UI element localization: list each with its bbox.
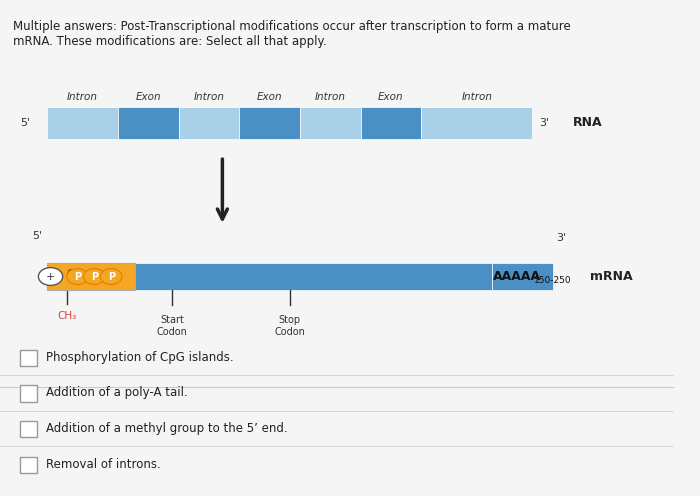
FancyBboxPatch shape: [20, 421, 37, 437]
Text: 150-250: 150-250: [534, 276, 572, 285]
Text: Addition of a methyl group to the 5’ end.: Addition of a methyl group to the 5’ end…: [46, 422, 288, 435]
FancyBboxPatch shape: [421, 107, 533, 139]
Text: Exon: Exon: [378, 92, 404, 102]
FancyBboxPatch shape: [20, 457, 37, 473]
Text: Removal of introns.: Removal of introns.: [46, 458, 160, 471]
FancyBboxPatch shape: [47, 263, 135, 290]
FancyBboxPatch shape: [492, 263, 552, 290]
Text: CH₃: CH₃: [57, 311, 76, 321]
Text: Stop
Codon: Stop Codon: [274, 315, 305, 337]
Text: Multiple answers: Post-Transcriptional modifications occur after transcription t: Multiple answers: Post-Transcriptional m…: [13, 20, 571, 48]
Text: RNA: RNA: [573, 116, 603, 129]
Circle shape: [66, 269, 88, 285]
Text: Intron: Intron: [461, 92, 492, 102]
Text: Exon: Exon: [257, 92, 282, 102]
Text: Intron: Intron: [315, 92, 346, 102]
Text: 3': 3': [539, 118, 550, 128]
Text: P: P: [91, 271, 98, 282]
Text: Start
Codon: Start Codon: [156, 315, 188, 337]
Circle shape: [38, 268, 63, 286]
Text: AAAAA: AAAAA: [494, 270, 541, 283]
FancyBboxPatch shape: [360, 107, 421, 139]
FancyBboxPatch shape: [135, 263, 492, 290]
Text: G: G: [66, 269, 76, 279]
FancyBboxPatch shape: [20, 385, 37, 402]
Text: 5': 5': [20, 118, 30, 128]
Text: 5': 5': [32, 231, 42, 241]
FancyBboxPatch shape: [178, 107, 239, 139]
Text: Phosphorylation of CpG islands.: Phosphorylation of CpG islands.: [46, 351, 234, 364]
Text: mRNA: mRNA: [589, 270, 632, 283]
Text: P: P: [108, 271, 115, 282]
Circle shape: [83, 269, 105, 285]
Text: Exon: Exon: [135, 92, 161, 102]
FancyBboxPatch shape: [118, 107, 178, 139]
Circle shape: [100, 269, 122, 285]
FancyBboxPatch shape: [47, 107, 118, 139]
Text: P: P: [74, 271, 81, 282]
FancyBboxPatch shape: [239, 107, 300, 139]
FancyBboxPatch shape: [300, 107, 360, 139]
Text: 3': 3': [556, 233, 566, 243]
FancyBboxPatch shape: [20, 350, 37, 366]
Text: Addition of a poly-A tail.: Addition of a poly-A tail.: [46, 386, 188, 399]
Text: Intron: Intron: [193, 92, 225, 102]
Text: Intron: Intron: [67, 92, 98, 102]
Text: +: +: [46, 271, 55, 282]
